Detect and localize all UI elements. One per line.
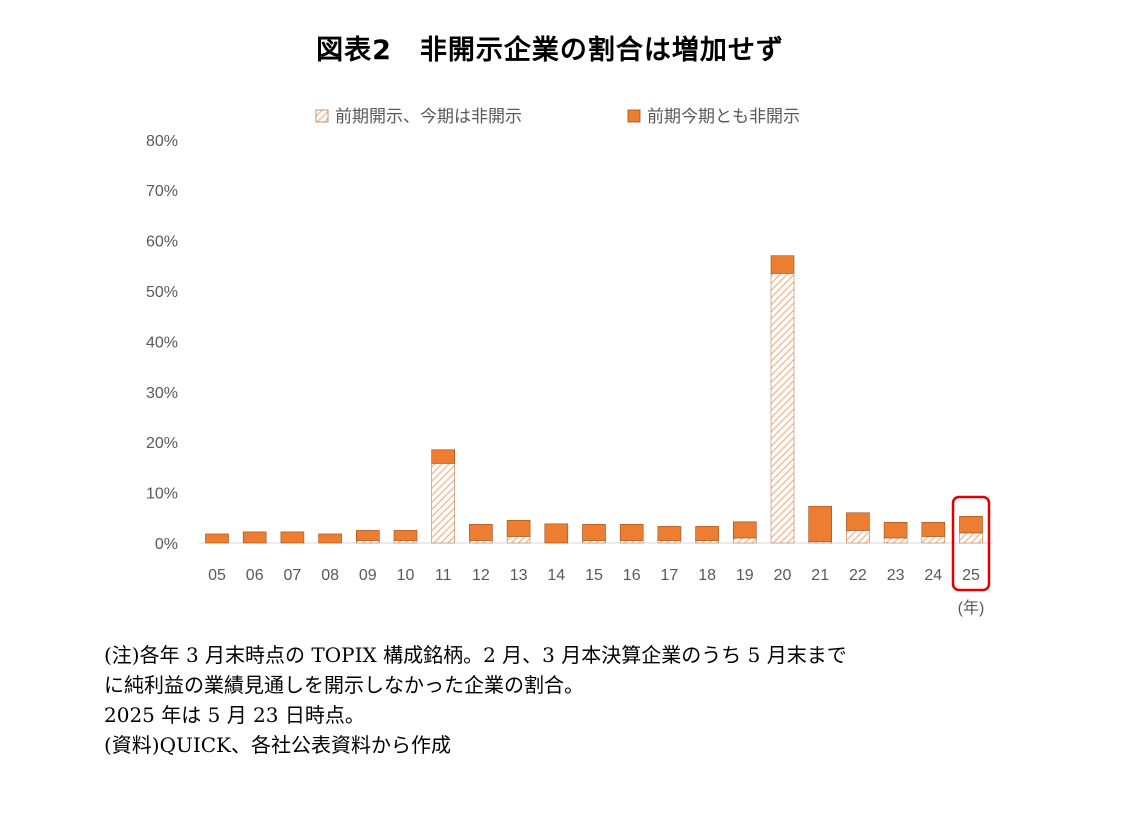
bar-segment-solid <box>695 526 719 541</box>
bar-segment-hatched <box>355 540 380 544</box>
stacked-bar-chart: 前期開示、今期は非開示 前期今期とも非開示 0% 10% 20% 30% 40% 50% 60… <box>146 107 993 617</box>
bar-segment-solid <box>619 524 644 541</box>
bar-segment-solid <box>657 526 682 541</box>
bar-segment-solid <box>582 524 606 541</box>
bar-segment-solid <box>770 255 795 274</box>
x-tick-label: 08 <box>321 567 339 584</box>
x-tick-label: 11 <box>435 567 452 584</box>
bar-segment-hatched <box>506 536 531 544</box>
y-axis: 0% 10% 20% 30% 40% 50% 60% 70% 80% <box>146 133 178 553</box>
y-tick-label: 60% <box>146 234 178 251</box>
bar-segment-hatched <box>469 540 493 544</box>
bar-segment-solid <box>921 522 946 537</box>
bar-segment-solid <box>205 533 229 544</box>
x-tick-label: 16 <box>623 567 641 584</box>
x-tick-label: 05 <box>208 567 226 584</box>
x-tick-label: 13 <box>510 567 528 584</box>
bar-segment-hatched <box>657 540 682 544</box>
bar-segment-solid <box>959 515 983 534</box>
x-tick-label: 09 <box>359 567 377 584</box>
x-tick-label: 22 <box>849 567 867 584</box>
bar-segment-solid <box>355 530 380 541</box>
bar-segment-solid <box>544 523 569 544</box>
y-tick-label: 20% <box>146 435 178 452</box>
bar-segment-hatched <box>959 532 983 544</box>
y-tick-label: 80% <box>146 133 178 150</box>
legend-swatch-solid <box>627 109 641 123</box>
x-tick-label: 17 <box>661 567 679 584</box>
y-tick-label: 0% <box>155 536 178 553</box>
bar-segment-hatched <box>921 536 946 544</box>
bar-segment-solid <box>242 531 267 544</box>
legend-swatch-hatched <box>315 109 329 123</box>
bars-layer <box>205 255 983 544</box>
bar-segment-solid <box>846 512 870 531</box>
bar-segment-solid <box>506 520 531 537</box>
legend-label-hatched: 前期開示、今期は非開示 <box>335 107 522 127</box>
bar-segment-solid <box>431 449 456 464</box>
x-tick-label: 15 <box>585 567 603 584</box>
chart-legend: 前期開示、今期は非開示 前期今期とも非開示 <box>315 107 800 127</box>
bar-segment-hatched <box>770 273 795 544</box>
note-line-4: (資料)QUICK、各社公表資料から作成 <box>104 733 452 757</box>
x-tick-label: 23 <box>887 567 905 584</box>
footnotes: (注)各年 3 月末時点の TOPIX 構成銘柄。2 月、3 月本決算企業のうち… <box>104 640 1114 760</box>
bar-segment-solid <box>732 521 757 539</box>
note-line-1: (注)各年 3 月末時点の TOPIX 構成銘柄。2 月、3 月本決算企業のうち… <box>104 643 847 667</box>
highlight-box <box>951 495 991 592</box>
bar-segment-hatched <box>883 537 908 544</box>
y-tick-label: 50% <box>146 284 178 301</box>
y-tick-label: 30% <box>146 385 178 402</box>
note-line-3: 2025 年は 5 月 23 日時点。 <box>104 703 365 727</box>
x-tick-label: 19 <box>736 567 754 584</box>
chart-title: 図表2 非開示企業の割合は増加せず <box>316 35 784 66</box>
x-tick-label: 25 <box>962 567 980 584</box>
note-line-2: に純利益の業績見通しを開示しなかった企業の割合。 <box>104 673 584 697</box>
x-tick-label: 18 <box>698 567 716 584</box>
x-tick-label: 24 <box>924 567 942 584</box>
bar-segment-hatched <box>431 463 456 544</box>
x-unit-label: (年) <box>958 599 985 617</box>
bar-segment-hatched <box>619 540 644 544</box>
y-tick-label: 40% <box>146 334 178 351</box>
x-tick-label: 12 <box>472 567 490 584</box>
bar-segment-hatched <box>393 540 418 544</box>
bar-segment-solid <box>808 505 833 542</box>
legend-label-solid: 前期今期とも非開示 <box>647 107 800 127</box>
bar-segment-hatched <box>582 540 606 544</box>
x-axis: 05 06 07 08 09 10 11 12 13 14 15 16 17 18 19 20 21 22 23 24… <box>208 495 991 617</box>
bar-segment-solid <box>280 531 305 544</box>
x-tick-label: 10 <box>397 567 415 584</box>
bar-segment-solid <box>469 524 493 541</box>
bar-segment-solid <box>883 522 908 539</box>
x-tick-label: 07 <box>284 567 302 584</box>
x-tick-label: 06 <box>246 567 264 584</box>
x-tick-label: 21 <box>811 567 829 584</box>
x-tick-label: 14 <box>547 567 565 584</box>
bar-segment-solid <box>318 533 342 544</box>
x-tick-label: 20 <box>774 567 792 584</box>
y-tick-label: 70% <box>146 183 178 200</box>
bar-segment-solid <box>393 530 418 541</box>
bar-segment-hatched <box>695 540 719 544</box>
bar-segment-hatched <box>846 530 870 544</box>
y-tick-label: 10% <box>146 486 178 503</box>
bar-segment-hatched <box>732 537 757 544</box>
